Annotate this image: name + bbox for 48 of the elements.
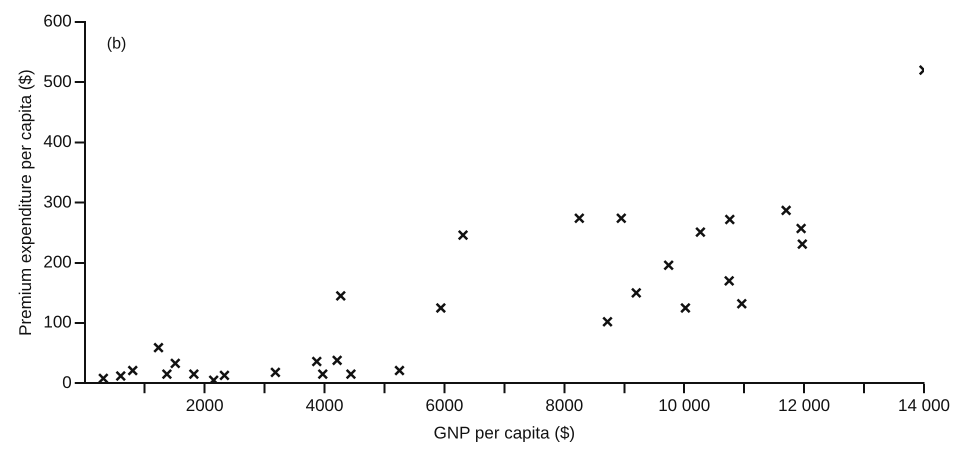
x-axis-title: GNP per capita ($) [434,423,576,442]
x-tick-label: 10 000 [658,396,710,416]
point [332,354,343,366]
point [98,372,109,384]
point [208,374,220,384]
x-tick-label: 8000 [545,396,584,416]
point [170,358,181,369]
y-tick-label: 600 [43,12,72,31]
point [153,342,164,354]
point [630,287,642,298]
y-axis-title: Premium expenditure per capita ($) [16,69,35,336]
point [602,316,613,328]
point [780,204,792,216]
point [796,222,807,234]
point [663,260,674,271]
point [724,275,735,286]
x-tick-label: 2000 [186,396,224,416]
point [188,368,200,380]
point [796,238,808,250]
point [270,366,281,378]
y-tick-label: 0 [62,372,72,392]
x-tick-label: 14 000 [898,396,950,416]
point [317,368,328,380]
y-tick-label: 100 [43,312,72,332]
point [574,212,585,224]
point [694,226,706,238]
point [218,370,230,381]
point [724,214,736,225]
x-tick-label: 12 000 [778,396,830,416]
annotation: (b) [106,35,126,52]
point [335,290,346,302]
x-tick-label: 4000 [306,396,344,416]
y-tick-label: 400 [43,132,72,152]
x-tick-label: 6000 [426,396,464,416]
point [736,298,748,310]
point [616,212,627,224]
point [394,365,405,376]
point [435,302,446,314]
y-tick-label: 500 [43,72,72,91]
point [161,368,172,380]
y-tick-label: 300 [43,192,72,212]
point [311,356,322,368]
point [458,230,469,241]
point [345,368,356,380]
point [127,365,138,376]
point [680,302,691,314]
y-tick-label: 200 [43,252,72,272]
point [115,370,126,382]
